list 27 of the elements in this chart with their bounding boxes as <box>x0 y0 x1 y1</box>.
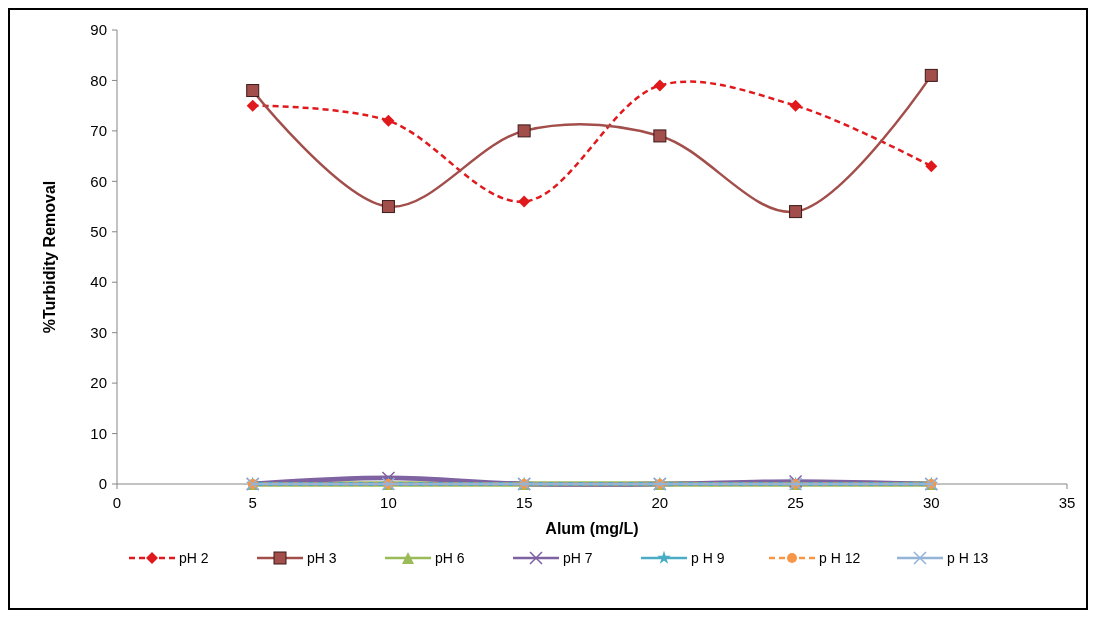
legend-label: p H 9 <box>691 549 725 566</box>
x-axis-title: Alum (mg/L) <box>545 520 639 537</box>
y-tick-label: 60 <box>90 172 107 190</box>
x-tick-label: 10 <box>380 494 397 511</box>
x-tick-label: 20 <box>651 494 669 511</box>
y-tick-label: 30 <box>90 323 107 341</box>
y-tick-label: 90 <box>90 21 107 39</box>
y-tick-label: 70 <box>90 122 107 140</box>
x-tick-label: 30 <box>922 494 940 511</box>
x-tick-label: 5 <box>248 494 257 511</box>
x-tick-label: 25 <box>787 494 804 511</box>
y-tick-label: 50 <box>90 223 107 241</box>
x-tick-label: 15 <box>515 494 533 511</box>
x-tick-label: 0 <box>112 494 122 511</box>
legend-label: pH 7 <box>563 549 593 566</box>
legend-label: p H 13 <box>947 549 989 566</box>
legend-label: pH 3 <box>307 549 337 566</box>
y-tick-label: 20 <box>90 374 107 392</box>
y-tick-label: 80 <box>90 71 107 89</box>
x-tick-label: 35 <box>1058 494 1076 511</box>
legend-label: pH 2 <box>179 549 209 566</box>
legend-label: pH 6 <box>435 549 465 566</box>
y-axis-title: %Turbidity Removal <box>41 180 58 334</box>
y-tick-label: 40 <box>90 273 107 291</box>
legend-label: p H 12 <box>819 549 861 566</box>
y-tick-label: 0 <box>98 475 107 493</box>
y-tick-label: 10 <box>90 424 107 442</box>
